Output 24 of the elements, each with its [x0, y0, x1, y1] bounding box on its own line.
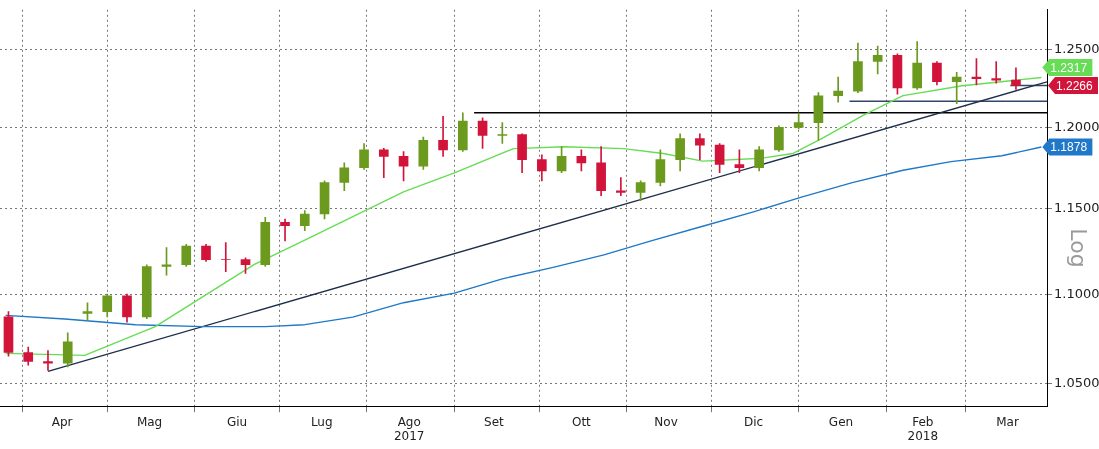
annotation: 1.2317 — [1050, 60, 1088, 75]
x-tick-label: Giu — [226, 414, 248, 429]
x-tick-label: Feb 2018 — [907, 414, 939, 443]
annotation: 1.2266 — [1056, 78, 1094, 93]
candlestick — [43, 350, 53, 371]
y-tick-label: 1.1500 — [1054, 200, 1099, 216]
y-tick-label: 1.0500 — [1054, 374, 1099, 390]
x-tick-label: Ott — [571, 414, 592, 429]
y-tick-label: 1.2500 — [1054, 40, 1099, 56]
x-tick-label: Ago 2017 — [393, 414, 425, 443]
x-tick-label: Apr — [51, 414, 73, 429]
x-tick-label: Set — [484, 414, 505, 429]
candlestick — [616, 177, 626, 197]
x-tick-label: Lug — [310, 414, 333, 429]
x-tick-label: Mag — [136, 414, 163, 429]
x-tick-label: Dic — [743, 414, 764, 429]
x-tick-label: Gen — [828, 414, 854, 429]
annotation: 1.1878 — [1050, 140, 1088, 155]
y-tick-label: 1.2000 — [1054, 118, 1099, 134]
text: Log — [1066, 228, 1092, 268]
y-tick-label: 1.1000 — [1054, 285, 1099, 301]
candlestick — [220, 242, 231, 272]
x-tick-label: Mar — [996, 414, 1019, 429]
x-tick-label: Nov — [654, 414, 678, 429]
